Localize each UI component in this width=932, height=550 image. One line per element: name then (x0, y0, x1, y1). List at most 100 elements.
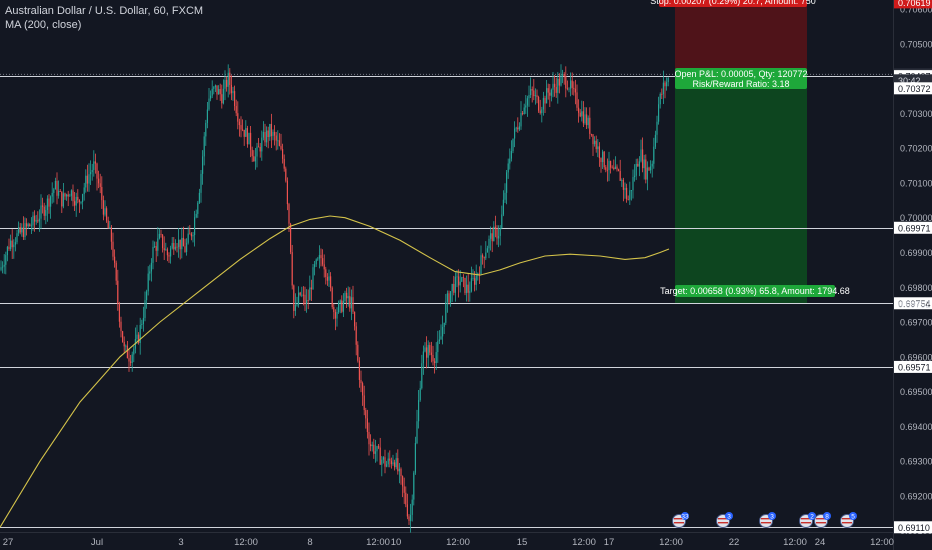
candle-body (595, 140, 597, 150)
plain-price-label-text: 0.69752 (898, 299, 931, 309)
candle-body (278, 140, 280, 146)
event-count-text: 3 (727, 514, 731, 521)
candle-body (579, 112, 581, 117)
candle-body (410, 514, 412, 521)
candle-body (461, 277, 463, 282)
candle-body (133, 348, 135, 355)
candle-body (627, 199, 629, 200)
candle-body (661, 93, 663, 95)
candle-body (154, 246, 156, 248)
target-label-bg (675, 285, 835, 297)
candle-body (243, 129, 245, 137)
candle-body (30, 225, 32, 227)
flag-stripe (674, 518, 684, 520)
candle-body (597, 146, 599, 150)
candle-body (552, 83, 554, 90)
candle-body (5, 255, 7, 265)
candle-body (594, 140, 596, 145)
candle-body (195, 213, 197, 218)
candle-body (264, 132, 266, 143)
candle-body (550, 89, 552, 96)
candle-body (522, 112, 524, 114)
candle-body (157, 238, 159, 251)
candle-body (645, 159, 647, 180)
candle-body (638, 161, 640, 167)
candle-body (379, 447, 381, 465)
candle-body (317, 258, 319, 260)
candle-body (384, 457, 386, 467)
candle-body (451, 284, 453, 292)
candle-body (531, 89, 533, 91)
candle-body (426, 347, 428, 358)
candle-body (37, 220, 39, 222)
candle-body (216, 85, 218, 95)
x-tick-label: 12:00 (446, 537, 470, 548)
candle-body (126, 345, 128, 359)
event-count-text: 33 (681, 514, 689, 521)
economic-event-marker[interactable]: 5 (840, 512, 858, 528)
candle-body (654, 134, 656, 147)
candle-body (240, 125, 242, 130)
candle-body (664, 82, 666, 87)
candle-body (429, 345, 431, 353)
candle-body (242, 129, 244, 131)
economic-event-marker[interactable]: 33 (672, 512, 690, 528)
candle-body (560, 75, 562, 86)
candle-body (490, 233, 492, 239)
candle-body (371, 444, 373, 447)
candle-body (485, 252, 487, 259)
candle-body (370, 444, 372, 447)
candle-body (430, 352, 432, 355)
candle-body (403, 486, 405, 493)
candle-body (342, 300, 344, 312)
candle-body (325, 269, 327, 277)
candle-body (302, 294, 304, 296)
event-count-text: 2 (810, 514, 814, 521)
candle-body (2, 266, 4, 268)
candle-body (480, 255, 482, 275)
economic-event-marker[interactable]: 3 (759, 512, 777, 528)
candle-body (533, 90, 535, 97)
candle-body (78, 200, 80, 203)
stop-label-box: Stop: 0.00207 (0.29%) 20.7, Amount: 750 (650, 0, 816, 7)
candle-body (285, 168, 287, 181)
candle-body (82, 194, 84, 202)
candle-body (19, 226, 21, 233)
event-count-badge (808, 512, 816, 520)
candle-body (586, 114, 588, 126)
candle-body (528, 94, 530, 99)
candle-body (290, 223, 292, 253)
indicator-label[interactable]: MA (200, close) (5, 19, 82, 31)
candle-body (277, 140, 279, 142)
candle-body (32, 215, 34, 226)
candle-body (237, 113, 239, 122)
candle-body (474, 278, 476, 285)
candle-body (418, 400, 420, 422)
candle-body (136, 334, 138, 340)
economic-event-marker[interactable]: 8 (814, 512, 832, 528)
candle-body (653, 146, 655, 164)
candle-body (621, 180, 623, 181)
price-badge: 0.69110 (894, 521, 932, 534)
candle-body (406, 504, 408, 517)
candle-body (75, 196, 77, 206)
candle-body (363, 395, 365, 411)
symbol-title[interactable]: Australian Dollar / U.S. Dollar, 60, FXC… (5, 5, 204, 17)
x-tick-label: 12:00 (870, 537, 894, 548)
candle-body (373, 444, 375, 454)
y-tick-label: 0.69600 (900, 352, 932, 362)
candle-body (198, 192, 200, 203)
economic-event-marker[interactable]: 2 (799, 512, 817, 528)
candle-body (162, 234, 164, 249)
candle-body (392, 462, 394, 465)
candle-body (168, 255, 170, 257)
candle-body (618, 169, 620, 171)
candle-body (307, 300, 309, 301)
economic-event-marker[interactable]: 3 (716, 512, 734, 528)
candle-body (235, 106, 237, 114)
candle-body (389, 458, 391, 461)
candle-body (619, 170, 621, 181)
candle-body (118, 303, 120, 322)
candle-body (312, 267, 314, 290)
